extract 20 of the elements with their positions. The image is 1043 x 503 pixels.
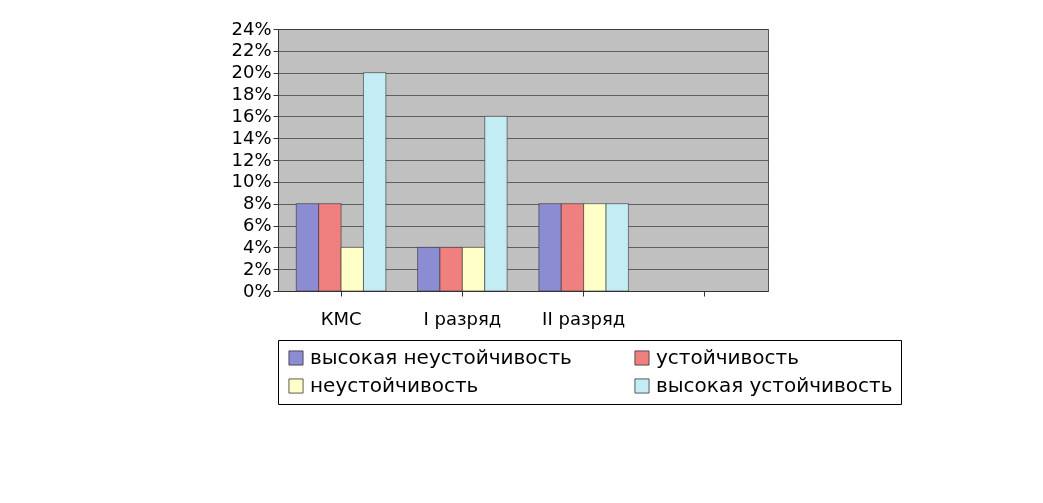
y-tick-label: 22%: [231, 39, 272, 61]
x-tick-label: КМС: [320, 307, 362, 329]
legend-label: высокая неустойчивость: [310, 345, 572, 369]
y-tick-label: 4%: [242, 235, 272, 257]
x-tick-label: II разряд: [542, 307, 626, 329]
y-tick-label: 2%: [242, 257, 272, 279]
legend-label: неустойчивость: [310, 373, 479, 397]
y-tick-label: 16%: [231, 104, 272, 126]
y-tick-label: 10%: [231, 170, 272, 192]
y-tick-label: 12%: [231, 148, 272, 170]
x-tick-label: I разряд: [423, 307, 502, 329]
y-tick-label: 18%: [231, 83, 272, 104]
y-tick-label: 14%: [231, 126, 272, 148]
y-tick-label: 24%: [231, 17, 272, 39]
legend-label: устойчивость: [656, 345, 799, 369]
y-tick-label: 6%: [242, 214, 272, 235]
y-tick-label: 20%: [231, 61, 272, 83]
y-tick-label: 0%: [242, 279, 272, 301]
y-tick-label: 8%: [242, 192, 272, 214]
legend-label: высокая устойчивость: [656, 373, 893, 397]
